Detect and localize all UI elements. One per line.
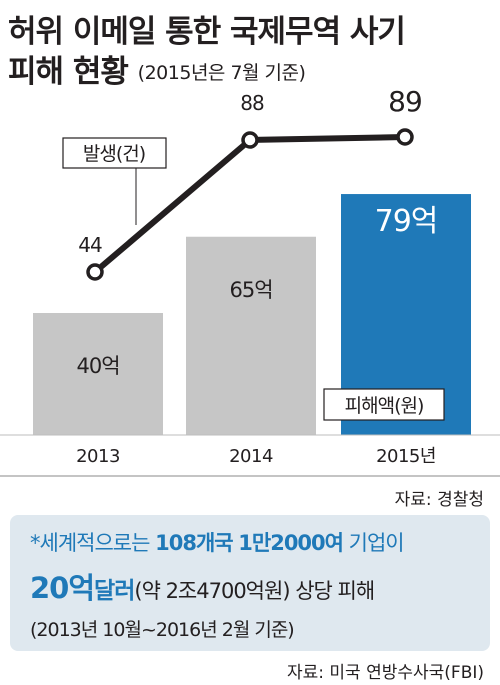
note-unit: 달러 xyxy=(94,578,135,604)
bar-2013 xyxy=(33,313,163,435)
legend-damage-box xyxy=(323,388,445,421)
legend-cases-box xyxy=(62,137,167,169)
note-prefix: *세계적으로는 xyxy=(30,531,156,555)
bar-2014 xyxy=(186,236,316,435)
bar-label-2015년: 79억 xyxy=(375,204,438,239)
note-companies: 1만2000여 xyxy=(238,531,344,555)
title-note: (2015년은 7월 기준) xyxy=(137,62,306,84)
note-amount: 20억 xyxy=(30,571,95,605)
line-point-2014 xyxy=(241,131,259,149)
line-label-2015년: 89 xyxy=(388,85,422,118)
note-suffix: 기업이 xyxy=(342,531,405,555)
line-point-2015년 xyxy=(396,128,414,146)
note-line-2: 20억달러(약 2조4700억원) 상당 피해 xyxy=(30,565,476,607)
chart-title: 허위 이메일 통한 국제무역 사기 xyxy=(8,14,406,50)
x-tick-2013: 2013 xyxy=(76,446,120,467)
source-fbi: 자료: 미국 연방수사국(FBI) xyxy=(286,663,484,683)
source-police: 자료: 경찰청 xyxy=(394,490,484,510)
x-tick-2015년: 2015년 xyxy=(376,446,436,467)
line-label-2013: 44 xyxy=(78,233,102,257)
combo-chart: 40억 65억 79억 2013 2014 2015년 44 88 89 발생(건) 피해액(원) xyxy=(0,85,500,477)
global-note-box: *세계적으로는 108개국 1만2000여 기업이 20억달러(약 2조4700… xyxy=(10,515,490,651)
note-line-1: *세계적으로는 108개국 1만2000여 기업이 xyxy=(30,527,476,557)
line-point-2013 xyxy=(86,263,104,281)
legend-damage-label: 피해액(원) xyxy=(345,395,424,417)
line-label-2014: 88 xyxy=(240,91,264,115)
note-line-3: (2013년 10월~2016년 2월 기준) xyxy=(30,619,295,641)
bar-label-2014: 65억 xyxy=(229,278,272,302)
note-rest: (약 2조4700억원) 상당 피해 xyxy=(134,579,375,603)
x-tick-2014: 2014 xyxy=(229,446,273,467)
title-line2-text: 피해 현황 xyxy=(8,54,129,90)
bar-label-2013: 40억 xyxy=(76,354,119,378)
chart-title-line2: 피해 현황 (2015년은 7월 기준) xyxy=(8,46,306,91)
note-countries: 108개국 xyxy=(155,531,233,555)
legend-cases-label: 발생(건) xyxy=(83,143,145,165)
